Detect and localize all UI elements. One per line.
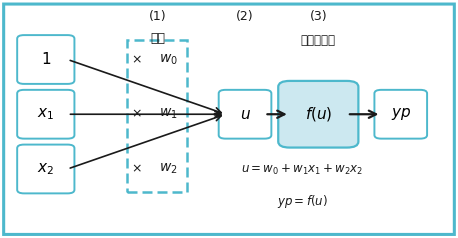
Text: $w_1$: $w_1$: [159, 107, 177, 121]
Text: $u$: $u$: [240, 107, 251, 122]
Text: (2): (2): [236, 10, 254, 23]
Text: $yp$: $yp$: [391, 106, 411, 122]
Text: (3): (3): [310, 10, 327, 23]
Text: $1$: $1$: [41, 51, 51, 68]
FancyBboxPatch shape: [17, 90, 74, 139]
Text: (1): (1): [149, 10, 167, 23]
FancyBboxPatch shape: [17, 35, 74, 84]
Text: $w_0$: $w_0$: [158, 52, 178, 67]
Bar: [127, 40, 187, 192]
Text: 活性化関数: 活性化関数: [301, 34, 336, 47]
Text: $\times$: $\times$: [131, 53, 142, 66]
Text: 重み: 重み: [151, 32, 165, 45]
Text: $f(u)$: $f(u)$: [305, 105, 332, 123]
FancyBboxPatch shape: [375, 90, 427, 139]
FancyBboxPatch shape: [219, 90, 271, 139]
FancyBboxPatch shape: [17, 145, 74, 193]
Text: $u = w_0 + w_1 x_1 + w_2 x_2$: $u = w_0 + w_1 x_1 + w_2 x_2$: [241, 163, 363, 177]
Text: $\times$: $\times$: [131, 163, 142, 175]
Text: $x_2$: $x_2$: [37, 161, 55, 177]
Text: $yp = f(u)$: $yp = f(u)$: [277, 193, 328, 210]
Text: $w_2$: $w_2$: [159, 162, 177, 176]
Text: $x_1$: $x_1$: [37, 106, 55, 122]
Text: $\times$: $\times$: [131, 108, 142, 121]
FancyBboxPatch shape: [278, 81, 358, 148]
FancyBboxPatch shape: [4, 4, 454, 234]
